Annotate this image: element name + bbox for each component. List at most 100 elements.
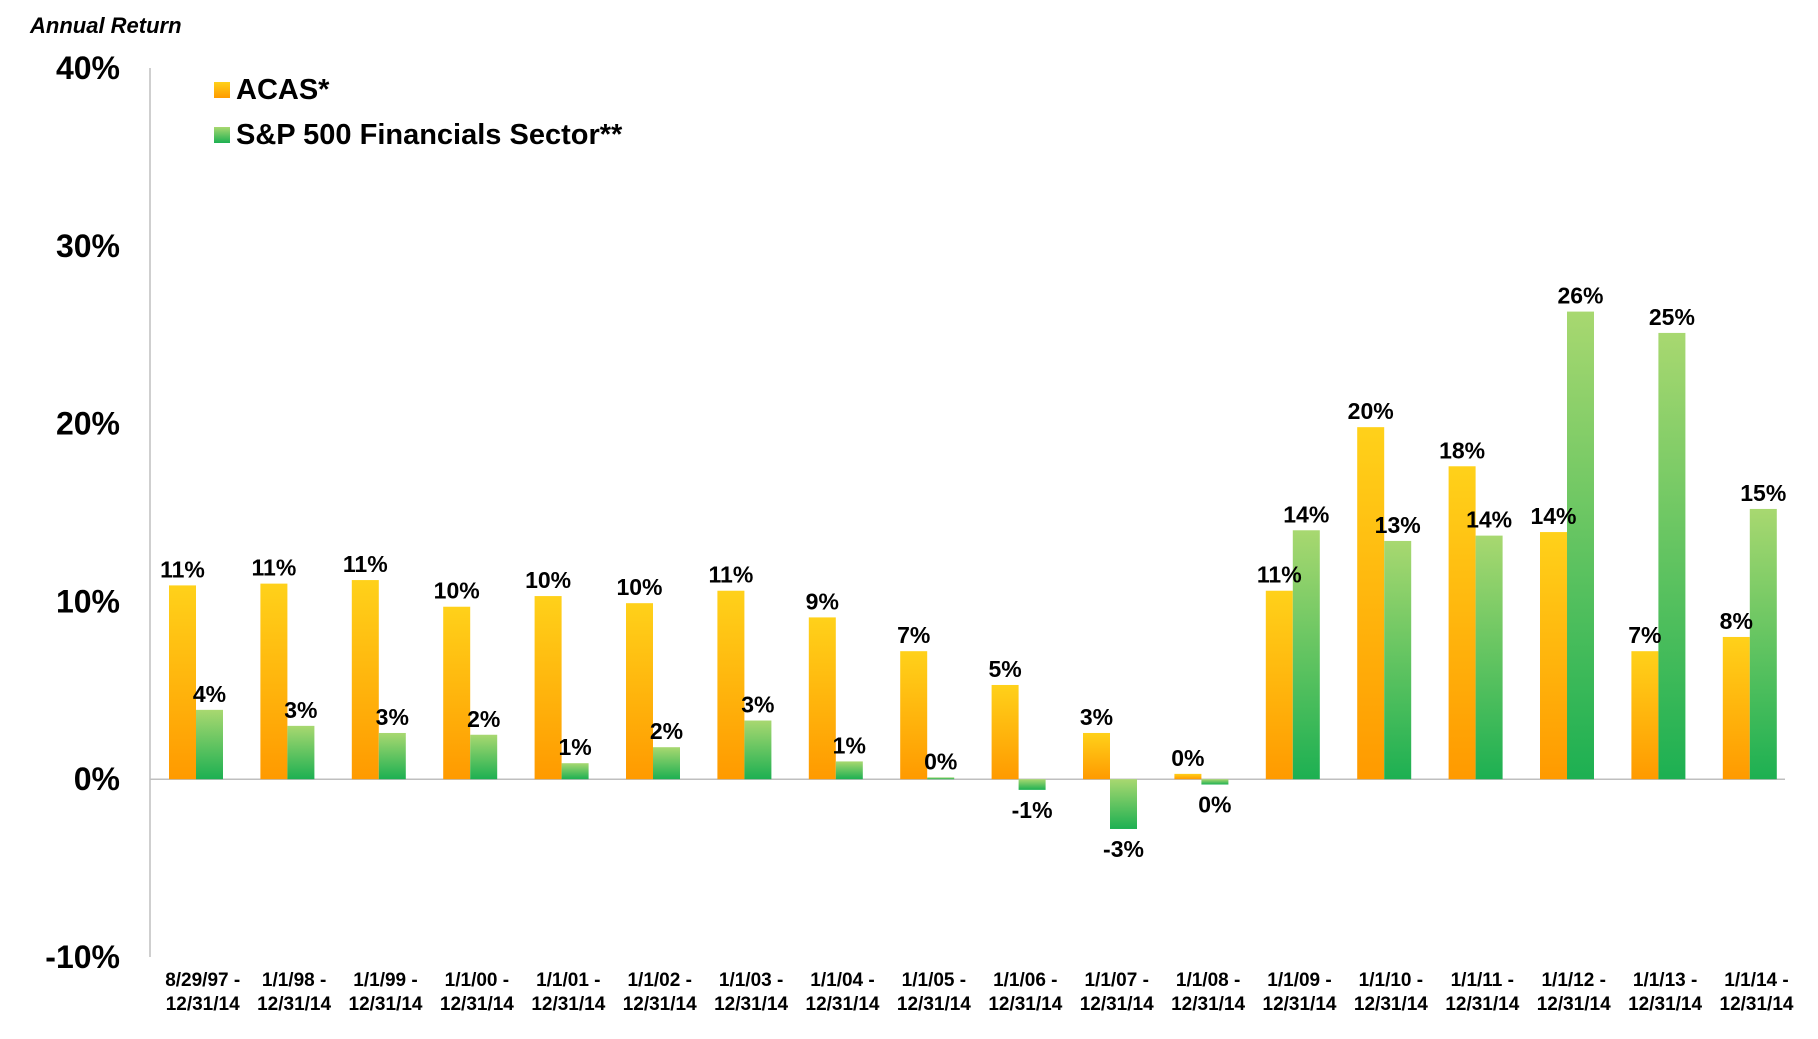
bar-sp500-financials [1658, 332, 1686, 780]
data-label-sp500-financials: -3% [1103, 836, 1144, 862]
bar-acas [351, 580, 379, 780]
bar-acas [1265, 590, 1293, 780]
data-label-acas: 9% [806, 588, 839, 614]
bar-acas [534, 596, 562, 780]
x-tick-label: 12/31/14 [531, 994, 605, 1015]
x-tick-label: 1/1/13 - [1633, 970, 1697, 991]
x-tick-label: 1/1/12 - [1541, 970, 1605, 991]
bar-sp500-financials [378, 732, 406, 780]
x-tick-label: 1/1/05 - [902, 970, 966, 991]
data-label-acas: 18% [1439, 437, 1485, 463]
bar-sp500-financials [1749, 508, 1777, 780]
data-label-sp500-financials: 14% [1466, 507, 1512, 533]
bar-sp500-financials [927, 777, 955, 780]
bar-sp500-financials [1475, 535, 1503, 780]
data-label-acas: 11% [709, 562, 754, 588]
x-tick-label: 1/1/08 - [1176, 970, 1240, 991]
legend-swatch-sp500-financials [214, 127, 230, 143]
bar-acas [717, 590, 745, 780]
data-label-sp500-financials: 1% [558, 734, 591, 760]
x-tick-label: 12/31/14 [1720, 994, 1794, 1015]
data-label-acas: 10% [525, 567, 571, 593]
data-label-acas: 3% [1080, 704, 1113, 730]
x-tick-label: 1/1/99 - [353, 970, 417, 991]
x-tick-label: 12/31/14 [257, 994, 331, 1015]
data-label-sp500-financials: 26% [1557, 283, 1603, 309]
legend-swatch-acas [214, 82, 230, 98]
legend-label-sp500-financials: S&P 500 Financials Sector** [236, 119, 623, 151]
data-label-acas: 10% [434, 578, 480, 604]
data-label-sp500-financials: 15% [1740, 480, 1786, 506]
data-label-acas: 5% [988, 656, 1021, 682]
data-label-acas: 11% [160, 556, 205, 582]
bar-acas [1722, 636, 1750, 780]
data-labels-group: 11% 4% 11% 3% 11% 3% 10% 2% 10% 1% 10% 2% 11% 3% 9% 1% 7… [160, 283, 1786, 862]
x-tick-label: 12/31/14 [440, 994, 514, 1015]
data-label-sp500-financials: 13% [1375, 512, 1421, 538]
bar-sp500-financials [835, 761, 863, 780]
y-axis-title: Annual Return [29, 13, 182, 38]
bar-sp500-financials [744, 720, 772, 780]
x-tick-label: 1/1/10 - [1359, 970, 1423, 991]
x-tick-label: 12/31/14 [806, 994, 880, 1015]
data-label-acas: 10% [616, 574, 662, 600]
y-tick-label: 30% [56, 228, 120, 264]
x-tick-label: 1/1/14 - [1724, 970, 1788, 991]
bar-acas [1631, 651, 1659, 780]
y-tick-label: 20% [56, 406, 120, 442]
bar-acas [260, 583, 288, 780]
x-tick-label: 12/31/14 [349, 994, 423, 1015]
bar-acas [1448, 466, 1476, 780]
bar-sp500-financials [1018, 779, 1046, 790]
x-tick-label: 1/1/06 - [993, 970, 1057, 991]
bar-acas [443, 606, 471, 780]
data-label-sp500-financials: 0% [924, 748, 957, 774]
data-label-acas: 14% [1530, 503, 1576, 529]
bar-acas [1357, 427, 1385, 780]
y-tick-label: 40% [56, 50, 120, 86]
x-tick-label: 12/31/14 [714, 994, 788, 1015]
x-tick-label: 12/31/14 [1537, 994, 1611, 1015]
bar-sp500-financials [653, 747, 680, 780]
bar-acas [169, 585, 196, 780]
data-label-sp500-financials: 3% [741, 692, 774, 718]
x-tick-label: 12/31/14 [166, 994, 240, 1015]
bar-sp500-financials [196, 709, 223, 780]
data-label-acas: 7% [1628, 622, 1661, 648]
bars-group [169, 311, 1777, 829]
data-label-sp500-financials: 0% [1198, 792, 1231, 818]
bar-sp500-financials [1201, 779, 1229, 785]
data-label-acas: 7% [897, 622, 930, 648]
bar-sp500-financials [1110, 779, 1137, 829]
data-label-sp500-financials: 3% [376, 704, 409, 730]
x-tick-label: 12/31/14 [988, 994, 1062, 1015]
data-label-sp500-financials: 2% [650, 718, 683, 744]
x-tick-label: 1/1/98 - [262, 970, 326, 991]
x-tick-label: 12/31/14 [1445, 994, 1519, 1015]
y-tick-label: 0% [74, 761, 120, 797]
x-tick-label: 12/31/14 [897, 994, 971, 1015]
bar-acas [1174, 773, 1202, 780]
x-tick-label: 12/31/14 [1628, 994, 1702, 1015]
x-tick-label: 1/1/11 - [1451, 970, 1514, 991]
data-label-sp500-financials: 25% [1649, 304, 1695, 330]
x-axis-ticks: 8/29/97 - 12/31/14 1/1/98 - 12/31/14 1/1/99 … [165, 970, 1794, 1015]
bar-sp500-financials [561, 763, 589, 780]
y-axis: -10% 0% 10% 20% 30% 40% [45, 50, 1785, 975]
bar-sp500-financials [470, 734, 498, 780]
y-tick-label: -10% [45, 939, 120, 975]
data-label-sp500-financials: 2% [467, 706, 500, 732]
bar-acas [991, 684, 1019, 780]
data-label-sp500-financials: 3% [284, 697, 317, 723]
x-tick-label: 12/31/14 [1354, 994, 1428, 1015]
bar-sp500-financials [1384, 540, 1412, 780]
legend-label-acas: ACAS* [236, 74, 330, 106]
bar-sp500-financials [287, 725, 315, 780]
data-label-acas: 8% [1720, 608, 1753, 634]
bar-sp500-financials [1567, 311, 1594, 780]
data-label-acas: 11% [1257, 562, 1302, 588]
x-tick-label: 1/1/09 - [1267, 970, 1331, 991]
x-tick-label: 12/31/14 [1263, 994, 1337, 1015]
bar-acas [1083, 732, 1110, 780]
